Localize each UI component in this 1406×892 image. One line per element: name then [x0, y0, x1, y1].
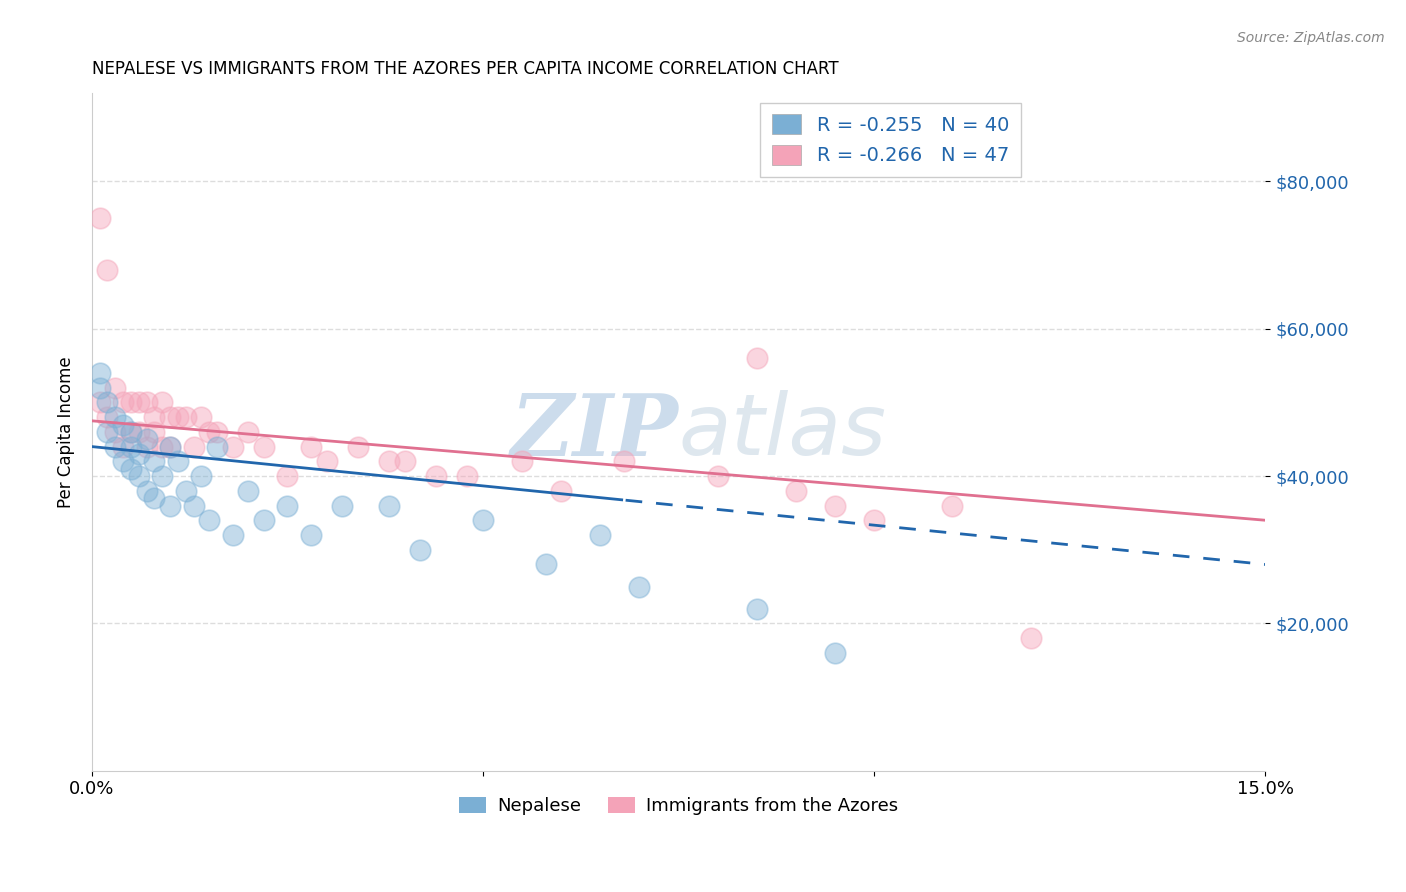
Point [159, 440, 181, 454]
Point [120, 425, 142, 439]
Point [745, 351, 768, 366]
Y-axis label: Per Capita Income: Per Capita Income [58, 356, 75, 508]
Point [150, 440, 173, 454]
Text: atlas: atlas [679, 391, 887, 474]
Point [628, 580, 651, 594]
Point [120, 461, 142, 475]
Point [183, 440, 205, 454]
Point [96, 395, 118, 409]
Point [378, 499, 401, 513]
Point [824, 646, 846, 660]
Point [135, 395, 157, 409]
Point [89, 211, 111, 226]
Point [167, 410, 190, 425]
Point [104, 440, 127, 454]
Point [183, 499, 205, 513]
Point [589, 528, 612, 542]
Point [159, 499, 181, 513]
Point [143, 410, 166, 425]
Point [128, 425, 150, 439]
Point [745, 601, 768, 615]
Text: ZIP: ZIP [510, 390, 679, 474]
Point [143, 425, 166, 439]
Point [190, 469, 212, 483]
Point [550, 483, 572, 498]
Point [135, 483, 157, 498]
Point [205, 440, 228, 454]
Point [221, 440, 243, 454]
Point [128, 395, 150, 409]
Point [112, 395, 135, 409]
Point [159, 410, 181, 425]
Point [276, 499, 298, 513]
Text: Source: ZipAtlas.com: Source: ZipAtlas.com [1237, 31, 1385, 45]
Point [238, 425, 260, 439]
Point [150, 469, 173, 483]
Point [112, 440, 135, 454]
Point [330, 499, 353, 513]
Point [425, 469, 447, 483]
Point [128, 447, 150, 461]
Point [135, 432, 157, 446]
Point [534, 558, 557, 572]
Point [104, 410, 127, 425]
Point [863, 513, 886, 527]
Point [315, 454, 337, 468]
Point [347, 440, 370, 454]
Point [299, 440, 322, 454]
Point [299, 528, 322, 542]
Point [276, 469, 298, 483]
Point [456, 469, 478, 483]
Point [159, 440, 181, 454]
Point [150, 395, 173, 409]
Point [89, 366, 111, 380]
Point [394, 454, 416, 468]
Point [112, 417, 135, 432]
Point [205, 425, 228, 439]
Point [221, 528, 243, 542]
Point [112, 454, 135, 468]
Point [89, 381, 111, 395]
Point [143, 491, 166, 505]
Point [198, 425, 221, 439]
Point [104, 381, 127, 395]
Point [120, 395, 142, 409]
Point [174, 483, 197, 498]
Point [120, 425, 142, 439]
Point [143, 454, 166, 468]
Point [128, 469, 150, 483]
Point [613, 454, 636, 468]
Point [378, 454, 401, 468]
Point [135, 440, 157, 454]
Point [706, 469, 728, 483]
Text: NEPALESE VS IMMIGRANTS FROM THE AZORES PER CAPITA INCOME CORRELATION CHART: NEPALESE VS IMMIGRANTS FROM THE AZORES P… [91, 60, 838, 78]
Point [190, 410, 212, 425]
Point [510, 454, 533, 468]
Point [253, 513, 276, 527]
Point [785, 483, 807, 498]
Point [824, 499, 846, 513]
Point [238, 483, 260, 498]
Point [89, 395, 111, 409]
Point [96, 262, 118, 277]
Point [1019, 631, 1042, 645]
Point [409, 542, 432, 557]
Point [253, 440, 276, 454]
Point [96, 425, 118, 439]
Point [120, 440, 142, 454]
Point [104, 425, 127, 439]
Point [96, 410, 118, 425]
Legend: Nepalese, Immigrants from the Azores: Nepalese, Immigrants from the Azores [451, 790, 905, 822]
Point [167, 454, 190, 468]
Point [174, 410, 197, 425]
Point [472, 513, 495, 527]
Point [198, 513, 221, 527]
Point [941, 499, 963, 513]
